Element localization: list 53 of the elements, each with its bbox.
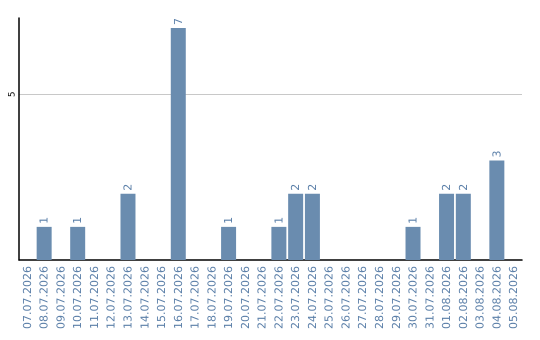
- data-label: 2: [306, 184, 319, 191]
- bar: [36, 226, 52, 260]
- bar: [489, 160, 504, 260]
- x-tick-label: 18.07.2026: [205, 266, 218, 330]
- bar: [304, 194, 320, 260]
- x-tick-label: 24.07.2026: [306, 266, 319, 330]
- bar: [406, 226, 421, 260]
- data-label: 2: [440, 184, 454, 191]
- x-tick-label: 09.07.2026: [54, 266, 68, 330]
- data-label: 3: [490, 150, 504, 158]
- x-tick-label: 08.07.2026: [38, 266, 51, 330]
- data-label: 1: [272, 216, 286, 224]
- bar: [170, 28, 186, 260]
- bar: [70, 226, 86, 260]
- x-tick-label: 25.07.2026: [322, 266, 336, 330]
- data-label: 1: [71, 216, 84, 224]
- data-label: 2: [456, 184, 470, 191]
- x-tick-label: 27.07.2026: [356, 266, 370, 330]
- x-tick-label: 14.07.2026: [138, 266, 152, 330]
- data-label: 1: [406, 216, 420, 224]
- x-tick-label: 03.08.2026: [474, 266, 487, 330]
- x-tick-label: 20.07.2026: [238, 266, 252, 330]
- x-tick-label: 12.07.2026: [104, 266, 118, 330]
- x-tick-label: 07.07.2026: [20, 266, 34, 330]
- data-label: 1: [38, 216, 51, 224]
- x-tick-label: 17.07.2026: [188, 266, 202, 330]
- x-tick-label: 11.07.2026: [88, 266, 101, 330]
- x-tick-label: 29.07.2026: [390, 266, 403, 330]
- bar: [456, 194, 471, 260]
- x-tick-label: 01.08.2026: [440, 266, 454, 330]
- x-tick-label: 13.07.2026: [121, 266, 134, 330]
- x-tick-label: 05.08.2026: [507, 266, 520, 330]
- x-tick-label: 04.08.2026: [490, 266, 504, 330]
- x-tick-label: 19.07.2026: [222, 266, 236, 330]
- x-tick-label: 10.07.2026: [71, 266, 84, 330]
- bar: [120, 194, 136, 260]
- data-label: 2: [121, 184, 134, 191]
- x-tick-label: 22.07.2026: [272, 266, 286, 330]
- x-tick-label: 30.07.2026: [406, 266, 420, 330]
- x-tick-label: 21.07.2026: [256, 266, 269, 330]
- data-label: 2: [289, 184, 302, 191]
- data-label: 1: [222, 216, 236, 224]
- x-tick-label: 26.07.2026: [339, 266, 352, 330]
- data-label: 7: [172, 18, 185, 25]
- bar: [221, 226, 236, 260]
- x-tick-label: 23.07.2026: [289, 266, 302, 330]
- x-tick-label: 28.07.2026: [372, 266, 386, 330]
- x-tick-label: 02.08.2026: [456, 266, 470, 330]
- y-tick-label: 5: [8, 91, 18, 98]
- x-tick-label: 31.07.2026: [423, 266, 436, 330]
- x-tick-label: 15.07.2026: [155, 266, 168, 330]
- bar: [439, 194, 454, 260]
- x-tick-label: 16.07.2026: [172, 266, 185, 330]
